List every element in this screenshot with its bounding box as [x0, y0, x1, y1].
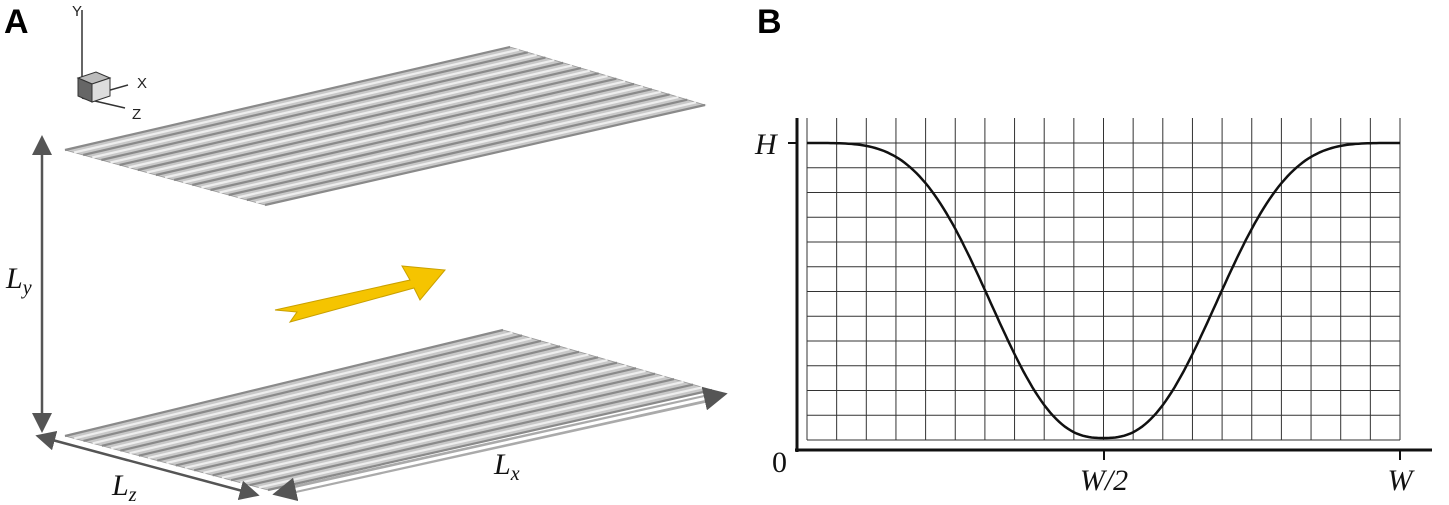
riblet [246, 98, 688, 202]
flow-arrow [274, 265, 446, 323]
riblet [228, 93, 670, 197]
y-label: 0 [772, 446, 787, 479]
dimension-arrow [272, 386, 728, 502]
riblet [201, 85, 644, 189]
riblet [219, 90, 661, 194]
riblet [264, 103, 706, 207]
riblet [73, 331, 513, 440]
dimension-label: Lx [493, 448, 520, 485]
riblet [255, 101, 697, 204]
riblet-plates [64, 45, 713, 492]
profile-curve [807, 141, 1400, 440]
x-label: W [1388, 464, 1416, 497]
riblet [210, 88, 653, 192]
dimension-arrow [35, 430, 260, 501]
riblet [164, 74, 608, 179]
axis-triad [76, 10, 129, 109]
riblet [64, 45, 511, 152]
riblet [237, 96, 679, 199]
riblet [137, 67, 582, 172]
grid [806, 118, 1401, 441]
riblet [192, 82, 635, 187]
dimension-label: Lz [111, 469, 137, 505]
riblet [182, 80, 626, 184]
axis-label: Z [132, 106, 141, 123]
panel-label: A [4, 3, 29, 41]
riblet [173, 77, 617, 182]
riblet [128, 64, 573, 169]
riblet [92, 53, 537, 159]
panel-label: B [757, 3, 782, 41]
riblet [155, 72, 599, 177]
y-label: H [754, 128, 779, 161]
axis-label: X [137, 75, 147, 92]
riblet [82, 51, 528, 157]
dimension-label: Ly [5, 262, 32, 299]
riblet [64, 328, 504, 438]
riblet [119, 61, 564, 167]
riblet [110, 59, 555, 164]
riblet [73, 48, 520, 154]
riblet [101, 56, 546, 162]
riblet [146, 69, 591, 174]
x-label: W/2 [1080, 464, 1128, 497]
axis-label: Y [72, 3, 82, 20]
